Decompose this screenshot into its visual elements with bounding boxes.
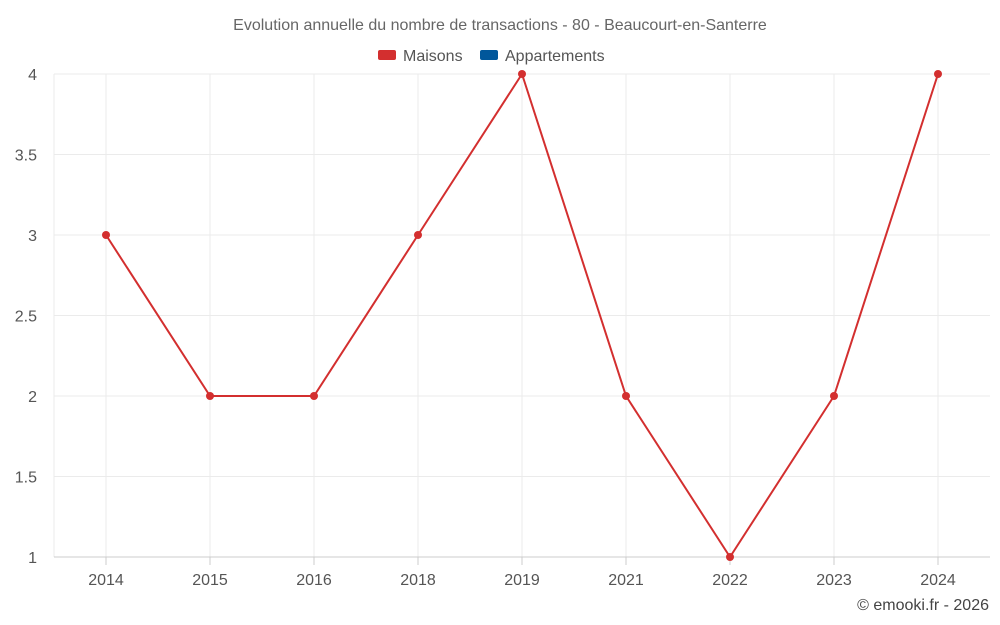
data-point[interactable] [934,70,942,78]
x-axis: 2014 2015 2016 2018 2019 2021 2022 2023 2024 [54,556,990,589]
chart-title: Evolution annuelle du nombre de transact… [233,17,767,34]
y-tick-label: 4 [28,67,37,84]
legend-item-maisons[interactable]: Maisons [378,48,463,65]
legend-label-appartements: Appartements [505,48,605,65]
y-tick-label: 1 [28,550,37,567]
x-tick-label: 2014 [88,572,124,589]
y-tick-label: 3.5 [15,148,37,165]
data-point[interactable] [310,392,318,400]
x-tick-label: 2024 [920,572,956,589]
y-axis: 1 1.5 2 2.5 3 3.5 4 [15,67,37,567]
x-tick-label: 2016 [296,572,332,589]
x-tick-label: 2021 [608,572,644,589]
data-point[interactable] [830,392,838,400]
data-point[interactable] [206,392,214,400]
legend-swatch-maisons [378,50,396,60]
legend: Maisons Appartements [378,48,605,65]
x-tick-label: 2019 [504,572,540,589]
data-point[interactable] [414,231,422,239]
legend-label-maisons: Maisons [403,48,463,65]
x-tick-label: 2022 [712,572,748,589]
x-tick-label: 2023 [816,572,852,589]
credit: © emooki.fr - 2026 [857,597,989,614]
data-point[interactable] [102,231,110,239]
data-point[interactable] [622,392,630,400]
x-tick-label: 2015 [192,572,228,589]
data-point[interactable] [726,553,734,561]
y-tick-label: 3 [28,228,37,245]
grid [53,73,990,558]
data-point[interactable] [518,70,526,78]
x-tick-label: 2018 [400,572,436,589]
y-tick-label: 2 [28,389,37,406]
legend-item-appartements[interactable]: Appartements [480,48,605,65]
plot-area [102,70,942,561]
legend-swatch-appartements [480,50,498,60]
y-tick-label: 1.5 [15,470,37,487]
y-tick-label: 2.5 [15,309,37,326]
